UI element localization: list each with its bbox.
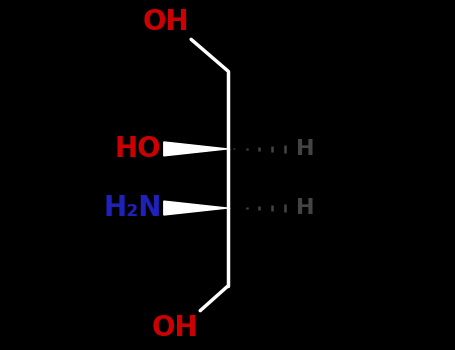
Text: OH: OH xyxy=(142,8,189,36)
Text: H: H xyxy=(296,198,314,218)
Text: HO: HO xyxy=(115,135,162,163)
Polygon shape xyxy=(164,201,228,215)
Text: H: H xyxy=(296,139,314,159)
Text: H₂N: H₂N xyxy=(103,194,162,222)
Text: OH: OH xyxy=(152,314,198,342)
Polygon shape xyxy=(164,142,228,156)
